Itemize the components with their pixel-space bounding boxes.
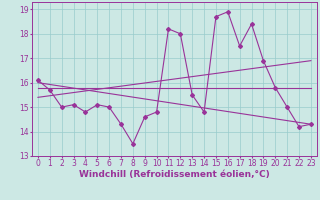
X-axis label: Windchill (Refroidissement éolien,°C): Windchill (Refroidissement éolien,°C) <box>79 170 270 179</box>
